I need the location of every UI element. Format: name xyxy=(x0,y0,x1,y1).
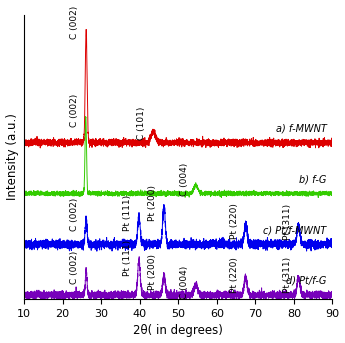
Text: b) f-G: b) f-G xyxy=(299,174,327,184)
Text: Pt (220): Pt (220) xyxy=(230,258,239,293)
Text: Pt (311): Pt (311) xyxy=(283,257,292,294)
Text: Pt (200): Pt (200) xyxy=(148,254,157,290)
Text: C (004): C (004) xyxy=(180,163,189,196)
Text: C (004): C (004) xyxy=(180,266,189,299)
Text: C (101): C (101) xyxy=(137,107,146,140)
Text: Pt (220): Pt (220) xyxy=(230,203,239,239)
Text: a) f-MWNT: a) f-MWNT xyxy=(276,123,327,133)
Text: Pt (111): Pt (111) xyxy=(123,239,132,275)
Text: C (002): C (002) xyxy=(70,198,79,232)
Y-axis label: Intensity (a.u.): Intensity (a.u.) xyxy=(6,114,19,200)
Text: d) Pt/f-G: d) Pt/f-G xyxy=(286,276,327,286)
Text: C (002): C (002) xyxy=(70,6,79,39)
Text: Pt (200): Pt (200) xyxy=(148,185,157,221)
Text: c) Pt/f-MWNT: c) Pt/f-MWNT xyxy=(263,225,327,235)
Text: Pt (311): Pt (311) xyxy=(283,204,292,240)
Text: C (002): C (002) xyxy=(70,94,79,127)
X-axis label: 2θ( in degrees): 2θ( in degrees) xyxy=(133,324,223,338)
Text: Pt (111): Pt (111) xyxy=(123,195,132,231)
Text: C (002): C (002) xyxy=(70,251,79,284)
